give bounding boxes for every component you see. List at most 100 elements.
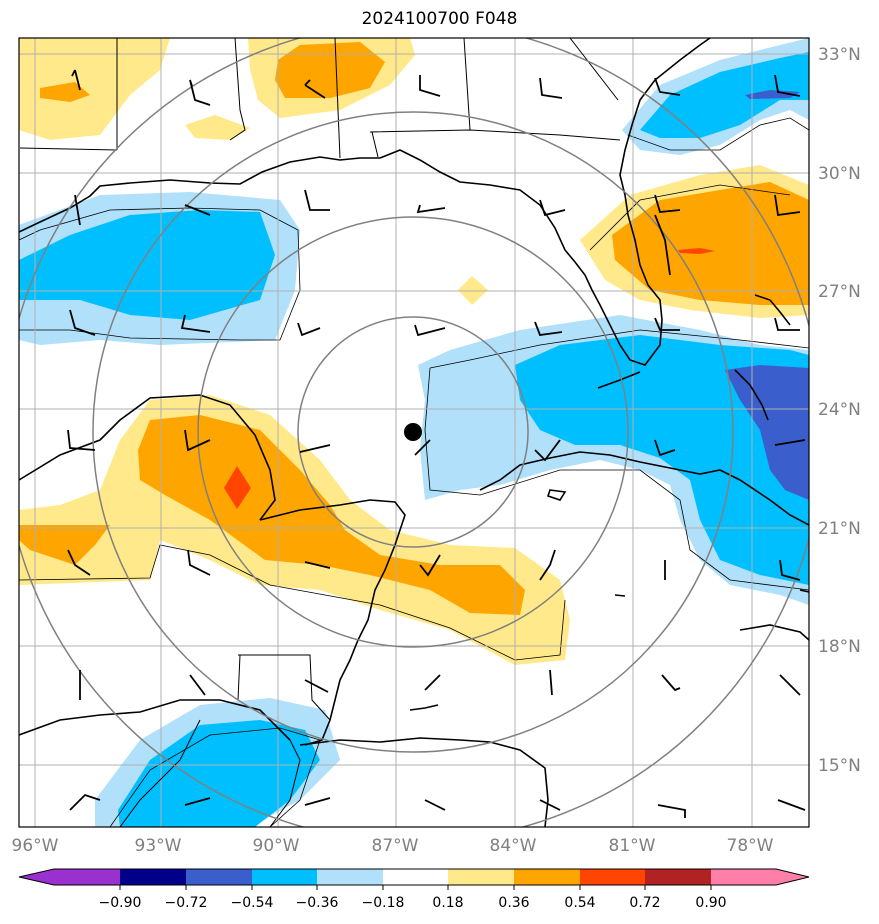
fill-skyblue-e — [515, 335, 809, 585]
wind-barb — [184, 204, 211, 216]
wind-barb — [74, 194, 81, 226]
wind-barb — [69, 309, 96, 336]
lon-label: 78°W — [727, 836, 774, 856]
fill-skyblue-ne — [640, 52, 809, 138]
colorbar-seg-5 — [383, 869, 448, 885]
colorbar-tick-label: −0.36 — [296, 895, 339, 911]
wind-barb — [304, 561, 331, 569]
bahamas-island-1 — [754, 294, 791, 326]
lat-label: 30°N — [818, 164, 861, 184]
wind-barb — [539, 549, 556, 581]
mexico-border — [269, 739, 301, 827]
wind-barb — [304, 79, 326, 99]
colorbar-seg-7 — [514, 869, 580, 885]
jamaica — [739, 624, 809, 641]
lat-label: 33°N — [818, 45, 861, 65]
colorbar-seg-10 — [711, 869, 809, 885]
island-fragment — [614, 594, 626, 597]
lon-label: 84°W — [490, 836, 537, 856]
state-border — [229, 38, 246, 141]
wind-barb — [299, 444, 331, 453]
wind-barb — [304, 679, 329, 693]
mexico-border — [237, 654, 241, 701]
fill-orange-nw — [40, 82, 90, 102]
wind-barb — [654, 317, 680, 331]
lon-label: 90°W — [253, 836, 300, 856]
mexico-border — [238, 654, 331, 721]
wind-barb — [661, 674, 681, 692]
fill-orange-w — [19, 525, 110, 565]
wind-barb — [534, 321, 563, 336]
wind-barb — [774, 194, 801, 217]
range-rings — [19, 38, 809, 827]
island-fragment — [546, 489, 567, 501]
colorbar-tick-label: 0.18 — [432, 895, 463, 911]
island-fragment — [409, 704, 439, 711]
wind-barb — [774, 439, 806, 446]
contour-line — [109, 727, 321, 827]
wind-barb — [539, 199, 566, 217]
wind-barb — [424, 799, 446, 811]
colorbar-seg-8 — [580, 869, 645, 885]
wind-barb — [419, 554, 441, 577]
wind-barb — [774, 317, 800, 331]
colorbar-tick-label: 0.36 — [498, 895, 529, 911]
colorbar-seg-9 — [645, 869, 711, 885]
colorbar-seg-0 — [19, 869, 120, 885]
fill-orange-n — [275, 42, 385, 98]
wind-barb — [184, 429, 211, 452]
colorbar: −0.90 −0.72 −0.54 −0.36 −0.18 0.18 0.36 … — [18, 868, 810, 911]
lon-label: 96°W — [12, 836, 59, 856]
yucatan-coast — [259, 499, 406, 746]
colorbar-seg-6 — [448, 869, 514, 885]
contour-line — [19, 207, 301, 341]
bahamas-island-2 — [734, 369, 769, 421]
colorbar-tick-label: −0.72 — [165, 895, 208, 911]
wind-barb — [774, 74, 801, 97]
wind-barb — [180, 314, 211, 333]
fill-yellow-n-small — [185, 115, 250, 140]
state-border — [463, 38, 471, 131]
hispaniola-fragment — [799, 589, 809, 593]
wind-barb — [67, 549, 91, 576]
fill-skyblue-w — [19, 210, 275, 320]
lat-label: 21°N — [818, 519, 861, 539]
state-border — [371, 131, 379, 158]
wind-barb — [184, 797, 211, 806]
wind-barb — [416, 204, 446, 214]
wind-barb — [67, 429, 96, 451]
lat-lon-grid — [19, 38, 809, 827]
negative-anomaly-fills — [19, 38, 809, 827]
wind-barb — [549, 669, 553, 696]
lat-label: 15°N — [818, 756, 861, 776]
wind-barb — [534, 439, 561, 462]
state-border — [369, 129, 621, 141]
wind-barb — [654, 194, 681, 213]
state-border — [569, 38, 619, 101]
wind-barb — [539, 799, 561, 811]
political-borders — [19, 38, 621, 827]
map-title: 2024100700 F048 — [361, 9, 518, 29]
map-area — [19, 38, 809, 827]
colorbar-seg-3 — [252, 869, 317, 885]
wind-barb — [189, 674, 206, 696]
longitude-labels: 96°W 93°W 90°W 87°W 84°W 81°W 78°W — [12, 836, 774, 856]
wind-barb — [654, 439, 676, 457]
colorbar-seg-2 — [186, 869, 252, 885]
contour-line — [424, 367, 809, 591]
colorbar-seg-1 — [120, 869, 186, 885]
fill-red-ne — [678, 248, 715, 254]
range-ring — [92, 111, 734, 753]
colorbar-seg-4 — [317, 869, 383, 885]
range-ring — [197, 216, 629, 648]
wind-barb — [777, 799, 806, 811]
wind-barb — [304, 189, 330, 211]
wind-barb — [297, 322, 321, 337]
wind-barbs — [67, 69, 806, 818]
wind-barb — [419, 75, 441, 97]
fill-royalblue-e — [725, 365, 809, 500]
wind-barb — [654, 77, 681, 96]
colorbar-tick-label: −0.18 — [362, 895, 405, 911]
lon-label: 87°W — [372, 836, 419, 856]
wind-barb — [657, 804, 686, 818]
